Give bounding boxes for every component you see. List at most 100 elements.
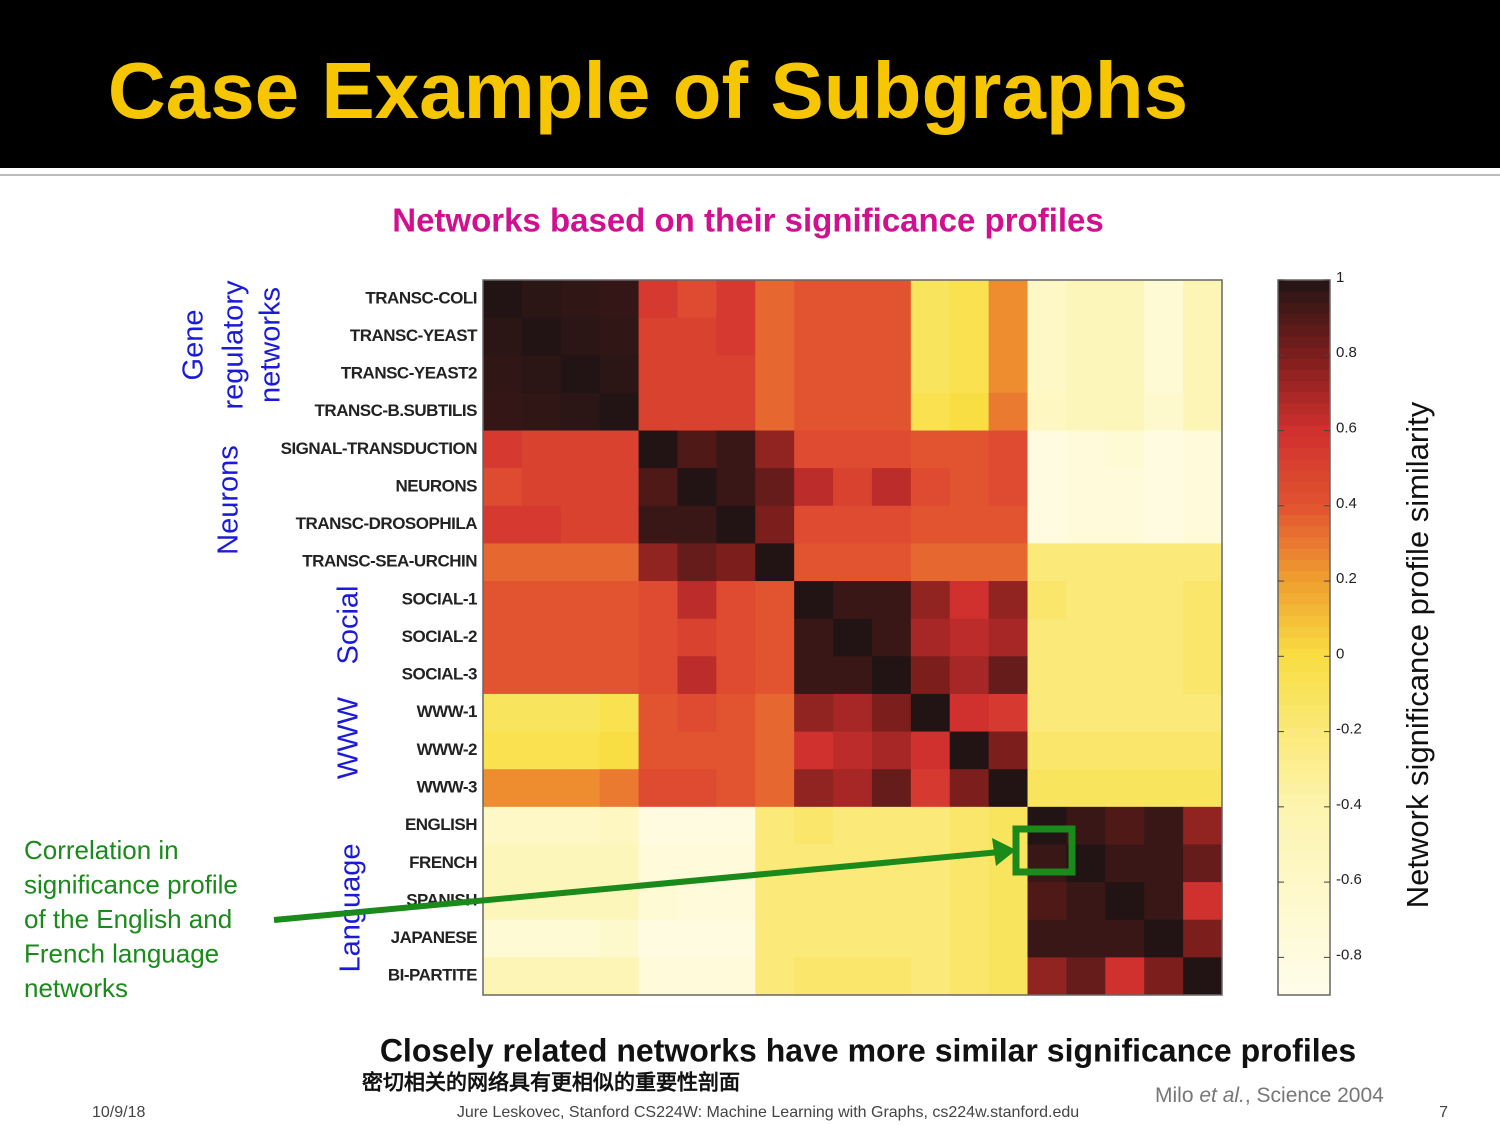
heatmap-cell (483, 505, 523, 544)
heatmap-cell (910, 468, 951, 507)
heatmap-cell (871, 355, 912, 394)
heatmap-cell (871, 392, 912, 432)
heatmap-cell (871, 919, 912, 958)
heatmap-cell (483, 844, 523, 883)
footer-page: 7 (1439, 1104, 1448, 1121)
heatmap-cell (988, 543, 1029, 582)
heatmap-cell (1105, 919, 1145, 958)
heatmap-cell (521, 957, 562, 996)
colorbar-step (1278, 358, 1330, 370)
heatmap-cell (949, 317, 990, 356)
heatmap-cell (560, 618, 601, 657)
heatmap-cell (1066, 355, 1106, 394)
heatmap-cell (1183, 355, 1223, 394)
colorbar-label: Network significance profile similarity (1400, 401, 1435, 908)
group-label: Gene (178, 310, 210, 381)
heatmap-cell (871, 882, 912, 921)
heatmap-cell (949, 280, 990, 319)
heatmap-cell (1183, 280, 1223, 319)
heatmap-cell (599, 392, 640, 432)
heatmap-cell (483, 430, 523, 469)
heatmap-cell (871, 731, 912, 770)
heatmap-cell (1027, 618, 1067, 657)
heatmap-cell (716, 882, 756, 921)
heatmap-cell (755, 581, 795, 620)
heatmap-cell (638, 656, 678, 695)
colorbar-step (1278, 324, 1330, 337)
colorbar-step (1278, 961, 1330, 974)
heatmap-cell (833, 392, 873, 432)
colorbar-step (1278, 391, 1330, 404)
heatmap-cell (638, 468, 678, 507)
heatmap-cell (910, 581, 951, 620)
colorbar-step (1278, 291, 1330, 303)
heatmap-cell (1144, 392, 1184, 432)
group-label: Neurons (213, 445, 245, 555)
colorbar-step (1278, 469, 1330, 482)
heatmap-cell (1066, 392, 1106, 432)
row-label: FRENCH (409, 853, 477, 872)
heatmap-cell (677, 392, 717, 432)
heatmap-cell (1183, 505, 1223, 544)
colorbar-tick-label: -0.8 (1336, 946, 1362, 963)
heatmap-cell (1105, 430, 1145, 469)
colorbar-step (1278, 760, 1330, 773)
row-label: SIGNAL-TRANSDUCTION (281, 439, 478, 458)
slide-title: Case Example of Subgraphs (108, 46, 1188, 135)
heatmap-cell (1105, 618, 1145, 657)
heatmap-cell (677, 543, 717, 582)
heatmap-cell (871, 656, 912, 695)
colorbar-step (1278, 603, 1330, 616)
heatmap-cell (1105, 392, 1145, 432)
heatmap-cell (599, 430, 640, 469)
heatmap-cell (521, 543, 562, 582)
heatmap-cell (833, 693, 873, 733)
footer-center: Jure Leskovec, Stanford CS224W: Machine … (457, 1104, 1079, 1121)
heatmap-cell (1027, 656, 1067, 695)
heatmap-cell (638, 505, 678, 544)
row-label: WWW-1 (417, 702, 477, 721)
heatmap-cell (871, 769, 912, 808)
heatmap-cell (833, 505, 873, 544)
heatmap-cell (988, 957, 1029, 996)
colorbar-step (1278, 436, 1330, 449)
heatmap-cell (794, 543, 834, 582)
heatmap-cell (677, 317, 717, 356)
heatmap-cell (1105, 280, 1145, 319)
heatmap-cell (910, 392, 951, 432)
heatmap-cell (677, 618, 717, 657)
colorbar-tick-label: 0 (1336, 645, 1344, 662)
heatmap-cell (1105, 355, 1145, 394)
heatmap-cell (1183, 618, 1223, 657)
heatmap-cell (871, 505, 912, 544)
colorbar-step (1278, 827, 1330, 840)
heatmap-cell (599, 693, 640, 733)
heatmap-cell (755, 468, 795, 507)
heatmap-cell (521, 280, 562, 319)
colorbar-step (1278, 503, 1330, 516)
heatmap-cell (1144, 844, 1184, 883)
heatmap-cell (1144, 618, 1184, 657)
colorbar-step (1278, 726, 1330, 739)
heatmap-cell (1183, 581, 1223, 620)
heatmap-cell (755, 430, 795, 469)
heatmap-cell (1144, 919, 1184, 958)
heatmap-cell (1183, 806, 1223, 845)
heatmap-cell (1183, 957, 1223, 996)
heatmap-cell (1105, 505, 1145, 544)
heatmap-cell (677, 430, 717, 469)
heatmap-cell (638, 543, 678, 582)
heatmap-cell (677, 882, 717, 921)
heatmap-cell (910, 505, 951, 544)
heatmap-cell (1105, 957, 1145, 996)
colorbar-step (1278, 369, 1330, 382)
heatmap-cell (599, 468, 640, 507)
heatmap-cell (1066, 957, 1106, 996)
heatmap-cell (1066, 919, 1106, 958)
heatmap-cell (599, 543, 640, 582)
heatmap-cell (794, 806, 834, 845)
heatmap-cell (560, 731, 601, 770)
heatmap-cell (1144, 280, 1184, 319)
heatmap-cell (716, 392, 756, 432)
